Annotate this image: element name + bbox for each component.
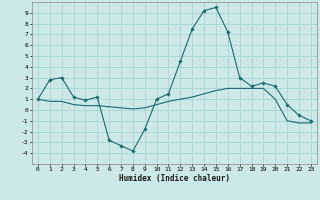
X-axis label: Humidex (Indice chaleur): Humidex (Indice chaleur) (119, 174, 230, 183)
